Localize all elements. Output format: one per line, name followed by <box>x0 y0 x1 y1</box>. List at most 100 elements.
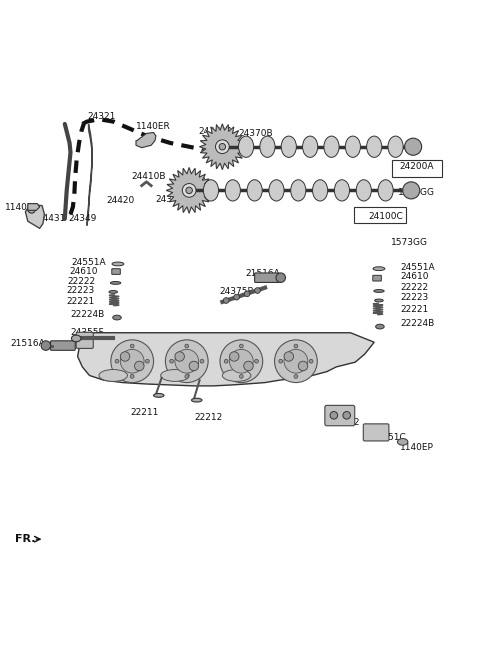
Circle shape <box>134 361 144 371</box>
Ellipse shape <box>356 180 372 201</box>
Circle shape <box>244 291 250 297</box>
Circle shape <box>186 187 192 194</box>
Ellipse shape <box>397 439 408 445</box>
Circle shape <box>309 359 313 363</box>
Polygon shape <box>136 133 156 148</box>
Circle shape <box>175 350 199 373</box>
Text: 24361A: 24361A <box>198 127 232 136</box>
FancyBboxPatch shape <box>112 269 120 274</box>
Circle shape <box>276 273 286 283</box>
Circle shape <box>298 361 308 371</box>
Circle shape <box>130 344 134 348</box>
Ellipse shape <box>204 180 218 201</box>
Circle shape <box>229 350 253 373</box>
Text: 24410B: 24410B <box>132 172 166 180</box>
Circle shape <box>240 375 243 379</box>
Text: 24420: 24420 <box>106 196 134 205</box>
Ellipse shape <box>72 335 81 342</box>
Circle shape <box>200 359 204 363</box>
Ellipse shape <box>388 136 403 157</box>
Circle shape <box>41 341 50 350</box>
Circle shape <box>145 359 149 363</box>
Circle shape <box>284 350 308 373</box>
Ellipse shape <box>312 180 328 201</box>
FancyBboxPatch shape <box>50 341 75 350</box>
Ellipse shape <box>192 398 202 402</box>
Text: 24370B: 24370B <box>238 129 273 138</box>
Ellipse shape <box>222 369 251 381</box>
Circle shape <box>175 352 184 361</box>
Text: 24200A: 24200A <box>400 162 434 171</box>
FancyBboxPatch shape <box>363 424 389 441</box>
Text: 22223: 22223 <box>400 293 429 302</box>
Ellipse shape <box>239 136 253 157</box>
Ellipse shape <box>247 180 262 201</box>
Text: 24610: 24610 <box>400 272 429 281</box>
Circle shape <box>189 361 199 371</box>
Circle shape <box>185 375 189 379</box>
Ellipse shape <box>260 136 275 157</box>
Text: 24100C: 24100C <box>369 212 404 221</box>
Polygon shape <box>87 124 92 226</box>
Ellipse shape <box>161 369 189 381</box>
Text: 24651C: 24651C <box>371 433 406 441</box>
Polygon shape <box>167 167 212 213</box>
Circle shape <box>166 340 208 382</box>
Circle shape <box>182 184 196 197</box>
Circle shape <box>244 361 253 371</box>
Ellipse shape <box>109 291 118 293</box>
Ellipse shape <box>154 394 164 398</box>
Circle shape <box>330 411 337 419</box>
FancyBboxPatch shape <box>76 333 93 348</box>
Text: 10522: 10522 <box>332 419 360 428</box>
Circle shape <box>343 411 350 419</box>
Text: 22224B: 22224B <box>400 319 434 328</box>
Ellipse shape <box>302 136 318 157</box>
Ellipse shape <box>113 315 121 320</box>
Text: 22212: 22212 <box>194 413 222 422</box>
Text: 24349: 24349 <box>68 215 96 223</box>
Ellipse shape <box>345 136 360 157</box>
Text: 1573GG: 1573GG <box>398 188 435 197</box>
Text: 22224B: 22224B <box>70 310 104 319</box>
Polygon shape <box>78 333 374 386</box>
Text: 24375B: 24375B <box>219 287 254 297</box>
Circle shape <box>229 352 239 361</box>
Circle shape <box>234 295 240 300</box>
Ellipse shape <box>324 136 339 157</box>
Text: 24321: 24321 <box>87 112 116 121</box>
Text: 21516A: 21516A <box>11 338 45 348</box>
Text: 24355F: 24355F <box>70 328 104 337</box>
Text: 24361A: 24361A <box>155 195 190 205</box>
Circle shape <box>185 344 189 348</box>
Polygon shape <box>28 203 40 211</box>
Ellipse shape <box>374 289 384 293</box>
Text: 1140FE: 1140FE <box>5 203 39 213</box>
Ellipse shape <box>281 136 296 157</box>
Text: 22223: 22223 <box>67 287 95 295</box>
Circle shape <box>405 138 421 155</box>
FancyBboxPatch shape <box>254 273 279 283</box>
Circle shape <box>120 352 130 361</box>
Text: 22211: 22211 <box>130 408 158 417</box>
Text: 21516A: 21516A <box>245 269 280 278</box>
Circle shape <box>275 340 317 382</box>
Circle shape <box>240 344 243 348</box>
Circle shape <box>294 375 298 379</box>
Ellipse shape <box>335 180 349 201</box>
Circle shape <box>279 359 283 363</box>
FancyBboxPatch shape <box>373 276 381 281</box>
Ellipse shape <box>110 281 121 284</box>
Circle shape <box>216 140 229 154</box>
Text: 1140EP: 1140EP <box>400 443 434 452</box>
Circle shape <box>115 359 119 363</box>
Text: 24350: 24350 <box>177 176 206 186</box>
Circle shape <box>294 344 298 348</box>
Polygon shape <box>25 205 45 228</box>
Circle shape <box>284 352 294 361</box>
Circle shape <box>130 375 134 379</box>
Ellipse shape <box>375 299 383 302</box>
Polygon shape <box>200 124 245 169</box>
Text: FR.: FR. <box>15 534 36 544</box>
Ellipse shape <box>291 180 306 201</box>
